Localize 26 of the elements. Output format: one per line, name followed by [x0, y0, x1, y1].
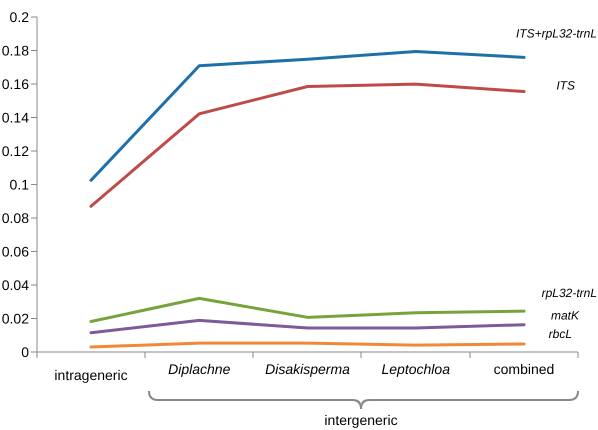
- y-tick-label: 0.2: [10, 8, 30, 25]
- line-series: [90, 50, 526, 182]
- y-tick-label: 0.18: [2, 42, 30, 58]
- text: rbcL: [548, 326, 572, 341]
- line-series: [90, 318, 526, 334]
- y-tick-label: 0.06: [2, 243, 30, 260]
- y-tick-label: 0: [21, 344, 30, 360]
- y-tick-label: 0.02: [2, 310, 30, 326]
- y-tick-label: 0.14: [2, 109, 30, 126]
- x-tick-label: Leptochloa: [381, 361, 450, 377]
- line-series: [90, 296, 526, 324]
- line-series: [90, 82, 526, 208]
- x-tick-label: Diplachne: [168, 361, 231, 377]
- y-tick-label: 0.1: [10, 176, 30, 192]
- y-tick-label: 0.04: [2, 276, 30, 293]
- text: intergeneric: [324, 412, 398, 428]
- y-tick-label: 0.08: [2, 210, 30, 226]
- y-tick-label: 0.16: [2, 76, 30, 92]
- series-label: rpL32-trnL: [542, 286, 597, 300]
- text: matK: [550, 308, 580, 323]
- x-tick-label: intrageneric: [54, 367, 128, 383]
- x-tick-label: combined: [494, 361, 554, 377]
- x-tick-label: Disakisperma: [265, 361, 350, 377]
- y-tick-label: 0.12: [2, 142, 30, 159]
- series-label: ITS+rpL32-trnL: [516, 26, 597, 40]
- text: ITS: [556, 78, 575, 93]
